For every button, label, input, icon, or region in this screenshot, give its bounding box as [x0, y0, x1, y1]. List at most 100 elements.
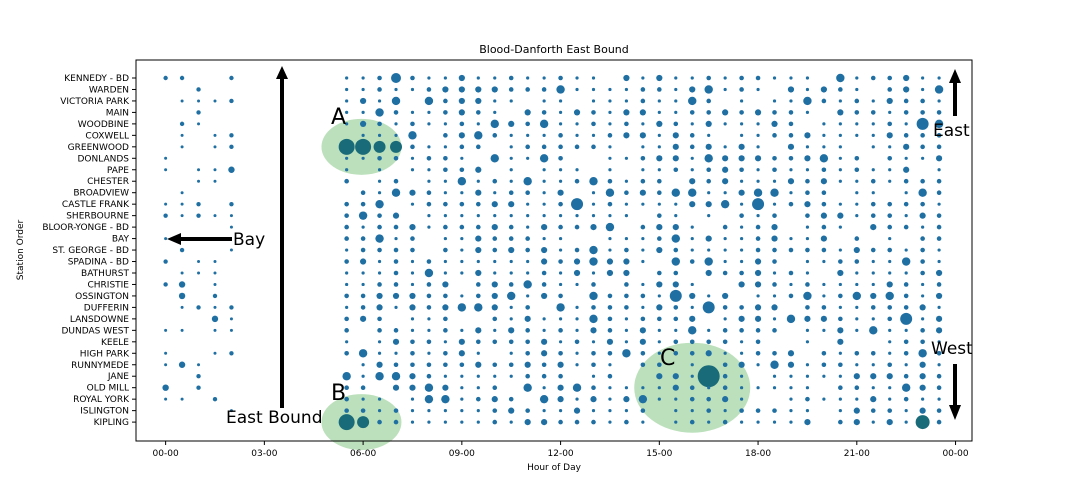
data-point [460, 374, 464, 378]
data-point [855, 305, 859, 309]
data-point [707, 420, 711, 424]
data-point [640, 293, 646, 299]
data-point [740, 397, 744, 401]
data-point [493, 76, 497, 80]
data-point [707, 214, 711, 218]
data-point [575, 305, 579, 309]
data-point [871, 133, 875, 137]
data-point [509, 259, 513, 264]
data-point [904, 214, 908, 218]
data-point [360, 408, 366, 413]
data-point [674, 202, 678, 206]
data-point [657, 340, 661, 344]
data-point [213, 214, 217, 218]
data-point [443, 316, 448, 322]
data-point [180, 191, 184, 195]
data-point [886, 132, 893, 139]
data-point [525, 190, 530, 195]
data-point [738, 155, 745, 162]
data-point [180, 397, 184, 401]
data-point [689, 201, 696, 208]
data-point [605, 222, 615, 232]
data-point [196, 374, 201, 379]
data-point [754, 304, 762, 311]
data-point [608, 248, 612, 252]
data-point [804, 315, 811, 322]
data-point [591, 191, 596, 195]
data-point [377, 133, 382, 137]
data-point [756, 363, 760, 367]
data-point [870, 213, 876, 218]
data-point [788, 270, 794, 276]
data-point [870, 292, 877, 300]
data-point [458, 86, 465, 93]
data-point [871, 122, 875, 126]
data-point [442, 86, 449, 93]
data-point [458, 132, 465, 139]
data-point [657, 294, 661, 298]
data-point [838, 156, 842, 160]
data-point [756, 420, 760, 424]
data-point [821, 201, 827, 207]
data-point [475, 327, 482, 334]
data-point [573, 407, 581, 414]
data-point [887, 87, 893, 92]
data-point [722, 385, 728, 390]
data-point [196, 305, 201, 310]
data-point [887, 121, 893, 127]
data-point [558, 144, 563, 150]
data-point [427, 351, 431, 355]
data-point [391, 188, 401, 197]
data-point [508, 362, 514, 368]
data-point [722, 339, 728, 345]
data-point [591, 121, 596, 127]
data-point [375, 199, 384, 209]
data-point [360, 201, 366, 207]
data-point [196, 385, 201, 390]
data-point [836, 73, 845, 83]
data-point [180, 305, 184, 309]
data-point [822, 294, 826, 298]
data-point [674, 76, 678, 80]
data-point [196, 110, 201, 115]
data-point [391, 372, 401, 381]
data-point [674, 328, 678, 332]
y-tick-label: KIPLING [94, 418, 129, 428]
data-point [574, 178, 580, 184]
data-point [541, 224, 548, 231]
data-point [623, 258, 630, 265]
y-tick-label: BAY [112, 235, 130, 245]
data-point [936, 144, 942, 150]
data-point [476, 420, 480, 424]
data-point [920, 328, 925, 333]
data-point [707, 328, 711, 332]
data-point [591, 419, 596, 425]
data-point [392, 212, 400, 219]
data-point [920, 339, 925, 345]
data-point [410, 271, 415, 275]
y-tick-label: OLD MILL [87, 384, 129, 394]
x-tick-label: 21-00 [844, 449, 870, 459]
data-point [641, 202, 645, 206]
data-point [657, 386, 661, 390]
data-point [360, 120, 367, 127]
data-point [490, 154, 499, 163]
annotation-east-bound: East Bound [226, 408, 323, 428]
data-point [410, 282, 415, 287]
data-point [622, 349, 631, 358]
data-point [443, 340, 447, 344]
data-point [706, 75, 711, 81]
data-point [805, 259, 810, 264]
data-point [360, 247, 366, 253]
data-point [509, 214, 513, 218]
data-point [589, 291, 598, 301]
data-point [476, 386, 480, 390]
data-point [410, 168, 415, 172]
data-point [740, 236, 744, 241]
data-point [525, 305, 530, 310]
data-point [410, 202, 415, 206]
data-point [821, 350, 827, 356]
data-point [771, 224, 778, 231]
data-point [740, 351, 744, 355]
